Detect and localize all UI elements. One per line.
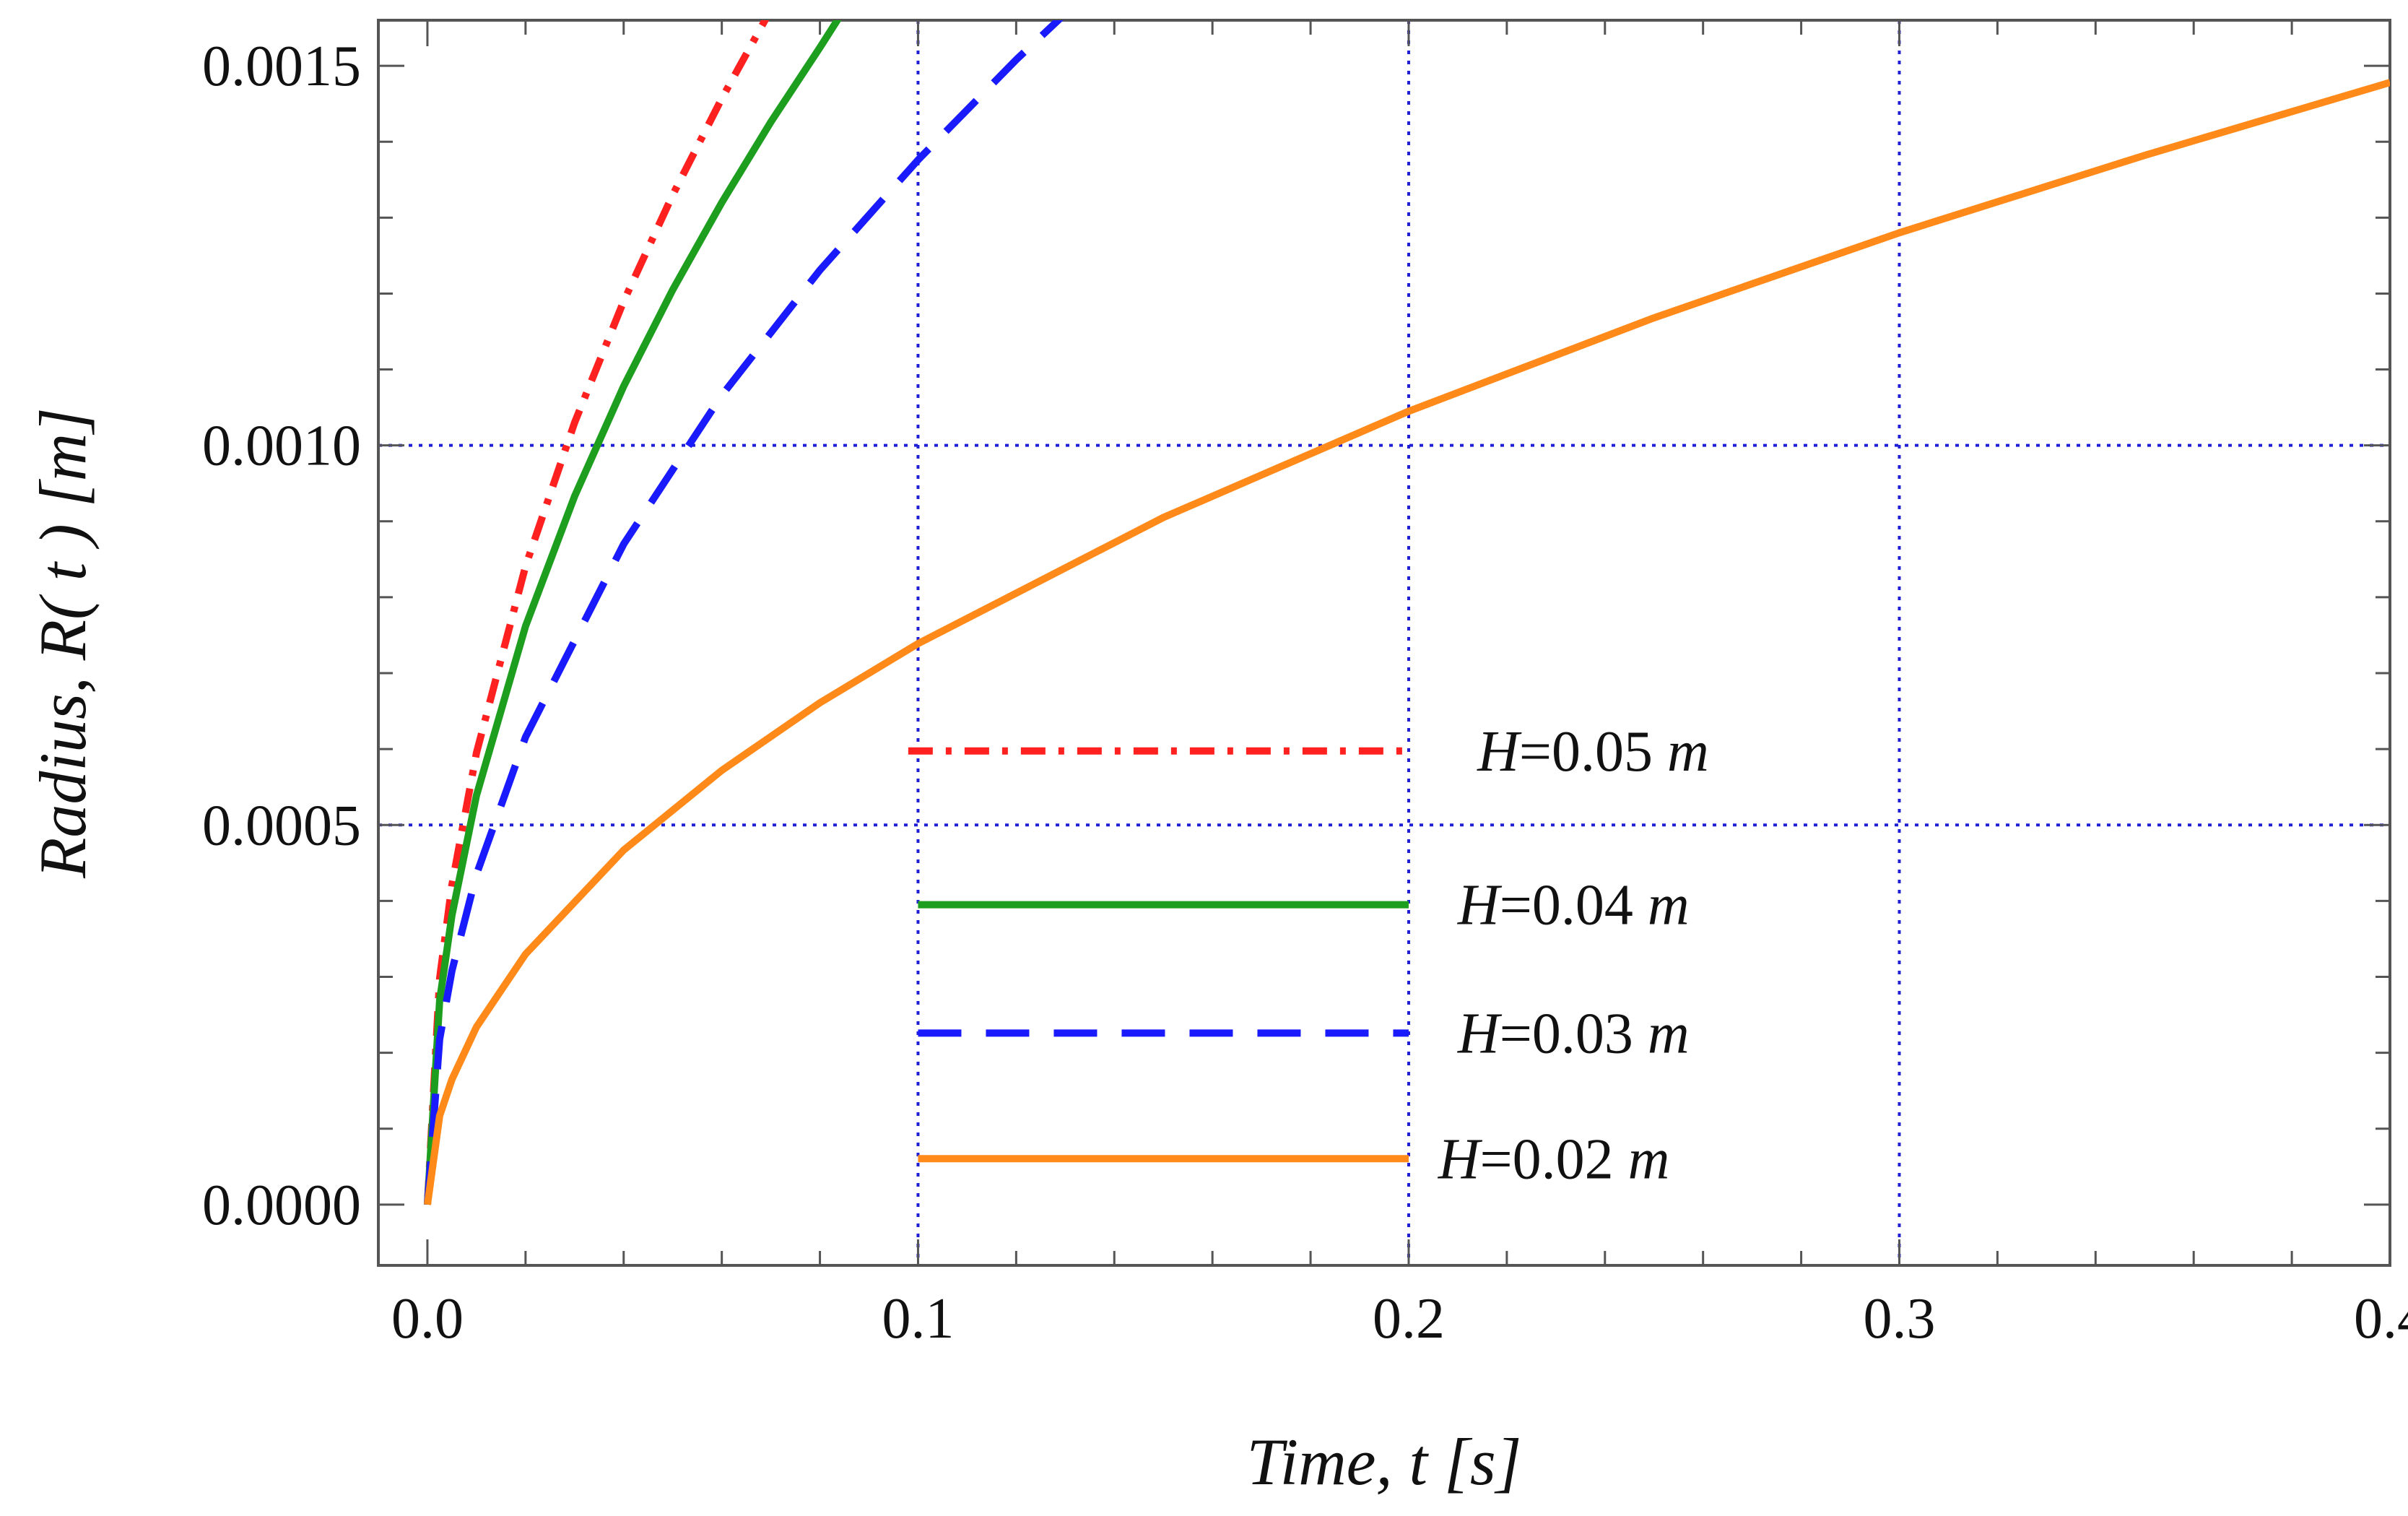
- series-lines: [424, 20, 2390, 1205]
- series-line-2: [424, 20, 1064, 1205]
- gridlines: [378, 20, 2390, 1265]
- y-tick-label: 0.0010: [202, 415, 361, 478]
- y-axis-label: Radius, R( t ) [m]: [26, 407, 100, 879]
- x-tick-label: 0.4: [2354, 1287, 2408, 1351]
- legend-label-3: H=0.02 m: [1438, 1127, 1670, 1191]
- legend-label-1: H=0.04 m: [1457, 874, 1690, 937]
- legend: H=0.05 m H=0.04 m H=0.03 m H=0.02 m: [908, 720, 1709, 1191]
- series-line-1: [424, 20, 842, 1205]
- x-tick-label: 0.1: [882, 1287, 954, 1351]
- legend-label-0: H=0.05 m: [1477, 720, 1709, 784]
- plot-frame: [377, 19, 2391, 1267]
- axis-ticks: 0.0 0.1 0.2 0.3 0.4 0.0000 0.0005 0.0010 0.0015: [202, 20, 2408, 1351]
- x-tick-label: 0.2: [1373, 1287, 1445, 1351]
- legend-label-2: H=0.03 m: [1457, 1002, 1690, 1065]
- y-tick-label: 0.0005: [202, 794, 361, 857]
- y-tick-label: 0.0000: [202, 1174, 361, 1237]
- x-tick-label: 0.0: [391, 1287, 464, 1351]
- series-line-0: [424, 20, 770, 1205]
- y-tick-label: 0.0015: [202, 35, 361, 98]
- x-tick-label: 0.3: [1863, 1287, 1935, 1351]
- x-axis-label: Time, t [s]: [1247, 1425, 1522, 1499]
- series-line-3: [424, 79, 2390, 1205]
